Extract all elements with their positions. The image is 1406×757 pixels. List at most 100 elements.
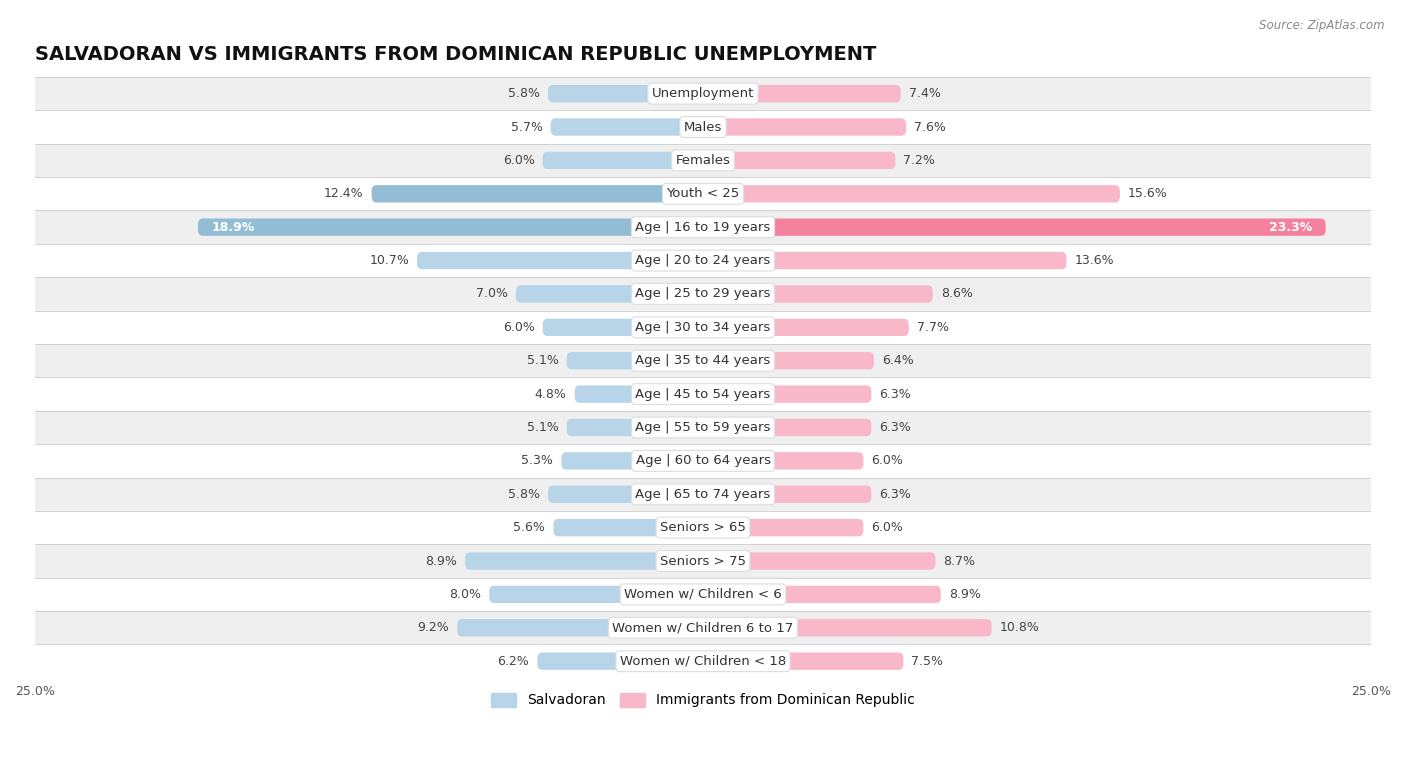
Bar (35, 310, 1371, 344)
Text: 8.7%: 8.7% (943, 555, 976, 568)
Bar (35, 578, 1371, 611)
FancyBboxPatch shape (703, 151, 896, 169)
FancyBboxPatch shape (703, 85, 901, 102)
Text: 5.3%: 5.3% (522, 454, 554, 467)
Text: 8.6%: 8.6% (941, 288, 973, 301)
Text: 10.8%: 10.8% (1000, 621, 1039, 634)
Text: Age | 65 to 74 years: Age | 65 to 74 years (636, 488, 770, 500)
FancyBboxPatch shape (465, 553, 703, 570)
Text: Seniors > 75: Seniors > 75 (659, 555, 747, 568)
Text: 13.6%: 13.6% (1074, 254, 1114, 267)
Text: Males: Males (683, 120, 723, 133)
Bar (35, 111, 1371, 144)
Bar (35, 544, 1371, 578)
Text: 6.3%: 6.3% (879, 421, 911, 434)
Text: Unemployment: Unemployment (652, 87, 754, 100)
Text: 23.3%: 23.3% (1270, 221, 1312, 234)
Text: 7.2%: 7.2% (904, 154, 935, 167)
Text: 6.3%: 6.3% (879, 488, 911, 500)
FancyBboxPatch shape (703, 118, 905, 136)
FancyBboxPatch shape (703, 653, 904, 670)
Text: 7.7%: 7.7% (917, 321, 949, 334)
FancyBboxPatch shape (457, 619, 703, 637)
Text: Age | 25 to 29 years: Age | 25 to 29 years (636, 288, 770, 301)
Bar (35, 77, 1371, 111)
Text: 6.2%: 6.2% (498, 655, 529, 668)
FancyBboxPatch shape (418, 252, 703, 269)
Text: Age | 60 to 64 years: Age | 60 to 64 years (636, 454, 770, 467)
FancyBboxPatch shape (551, 118, 703, 136)
Text: 6.0%: 6.0% (872, 521, 903, 534)
Bar (35, 344, 1371, 378)
Text: Source: ZipAtlas.com: Source: ZipAtlas.com (1260, 19, 1385, 32)
FancyBboxPatch shape (548, 485, 703, 503)
Text: Age | 55 to 59 years: Age | 55 to 59 years (636, 421, 770, 434)
FancyBboxPatch shape (543, 319, 703, 336)
Bar (35, 478, 1371, 511)
Text: 4.8%: 4.8% (534, 388, 567, 400)
Text: Age | 20 to 24 years: Age | 20 to 24 years (636, 254, 770, 267)
Text: 5.7%: 5.7% (510, 120, 543, 133)
Text: 6.4%: 6.4% (882, 354, 914, 367)
FancyBboxPatch shape (703, 619, 991, 637)
Text: Age | 35 to 44 years: Age | 35 to 44 years (636, 354, 770, 367)
FancyBboxPatch shape (575, 385, 703, 403)
Bar (35, 411, 1371, 444)
FancyBboxPatch shape (703, 219, 1326, 236)
Text: 7.6%: 7.6% (914, 120, 946, 133)
Bar (35, 277, 1371, 310)
FancyBboxPatch shape (371, 185, 703, 202)
Text: 5.8%: 5.8% (508, 488, 540, 500)
FancyBboxPatch shape (703, 519, 863, 536)
FancyBboxPatch shape (703, 553, 935, 570)
FancyBboxPatch shape (543, 151, 703, 169)
Text: 6.0%: 6.0% (503, 154, 534, 167)
Text: Age | 30 to 34 years: Age | 30 to 34 years (636, 321, 770, 334)
FancyBboxPatch shape (703, 419, 872, 436)
Bar (35, 444, 1371, 478)
FancyBboxPatch shape (703, 485, 872, 503)
FancyBboxPatch shape (561, 452, 703, 469)
Bar (35, 144, 1371, 177)
Text: 5.1%: 5.1% (527, 354, 558, 367)
FancyBboxPatch shape (703, 285, 932, 303)
Text: 7.5%: 7.5% (911, 655, 943, 668)
FancyBboxPatch shape (554, 519, 703, 536)
Text: 15.6%: 15.6% (1128, 187, 1167, 201)
FancyBboxPatch shape (198, 219, 703, 236)
FancyBboxPatch shape (567, 419, 703, 436)
Text: 6.0%: 6.0% (503, 321, 534, 334)
FancyBboxPatch shape (703, 185, 1119, 202)
Bar (35, 644, 1371, 678)
FancyBboxPatch shape (489, 586, 703, 603)
Text: 8.9%: 8.9% (949, 588, 981, 601)
FancyBboxPatch shape (516, 285, 703, 303)
Text: 8.0%: 8.0% (449, 588, 481, 601)
Text: 6.3%: 6.3% (879, 388, 911, 400)
Text: 5.1%: 5.1% (527, 421, 558, 434)
Text: Seniors > 65: Seniors > 65 (659, 521, 747, 534)
FancyBboxPatch shape (703, 586, 941, 603)
FancyBboxPatch shape (537, 653, 703, 670)
Text: SALVADORAN VS IMMIGRANTS FROM DOMINICAN REPUBLIC UNEMPLOYMENT: SALVADORAN VS IMMIGRANTS FROM DOMINICAN … (35, 45, 876, 64)
Text: 6.0%: 6.0% (872, 454, 903, 467)
FancyBboxPatch shape (703, 252, 1066, 269)
FancyBboxPatch shape (703, 352, 875, 369)
Text: Age | 45 to 54 years: Age | 45 to 54 years (636, 388, 770, 400)
FancyBboxPatch shape (567, 352, 703, 369)
Bar (35, 611, 1371, 644)
Text: 7.4%: 7.4% (908, 87, 941, 100)
Text: 5.6%: 5.6% (513, 521, 546, 534)
FancyBboxPatch shape (703, 385, 872, 403)
Text: 10.7%: 10.7% (370, 254, 409, 267)
Bar (35, 244, 1371, 277)
Text: 8.9%: 8.9% (425, 555, 457, 568)
Text: Women w/ Children < 6: Women w/ Children < 6 (624, 588, 782, 601)
Text: 7.0%: 7.0% (475, 288, 508, 301)
Text: Youth < 25: Youth < 25 (666, 187, 740, 201)
Text: 9.2%: 9.2% (418, 621, 449, 634)
Bar (35, 511, 1371, 544)
Bar (35, 177, 1371, 210)
FancyBboxPatch shape (548, 85, 703, 102)
Bar (35, 378, 1371, 411)
